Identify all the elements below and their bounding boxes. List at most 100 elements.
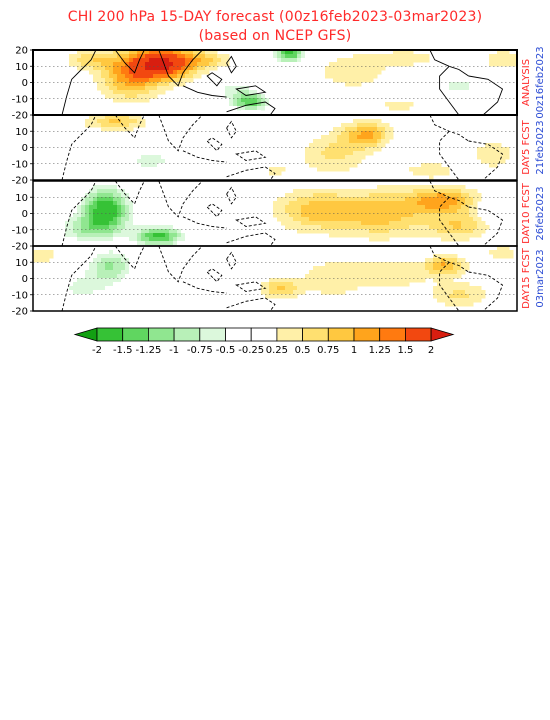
field-cell [441,201,446,206]
field-cell [105,119,110,124]
field-cell [193,50,198,55]
field-cell [309,159,314,164]
coastline [468,206,504,246]
field-cell [117,74,122,79]
field-cell [321,213,326,218]
field-cell [177,225,182,230]
field-cell [137,119,142,124]
field-cell [341,221,346,226]
field-cell [377,131,382,136]
field-cell [389,62,394,67]
field-cell [389,217,394,222]
field-cell [297,213,302,218]
field-cell [377,225,382,230]
field-cell [449,70,454,75]
field-cell [261,286,266,291]
field-cell [333,270,338,275]
field-cell [173,163,178,168]
field-cell [149,159,154,164]
field-cell [89,278,94,283]
field-cell [481,225,486,230]
field-cell [145,78,150,83]
field-cell [337,167,342,172]
field-cell [133,151,138,156]
field-cell [109,86,114,91]
field-cell [361,66,366,71]
coastline [114,50,145,74]
field-cell [365,270,370,275]
coastline [226,55,237,74]
field-cell [357,189,362,194]
field-cell [465,213,470,218]
field-cell [113,286,118,291]
field-cell [117,78,122,83]
field-cell [349,155,354,160]
field-cell [341,266,346,271]
field-cell [501,254,506,259]
field-cell [401,106,406,111]
field-cell [481,294,486,299]
field-cell [413,233,418,238]
field-cell [213,86,218,91]
field-cell [157,90,162,95]
field-cell [321,155,326,160]
field-cell [101,189,106,194]
field-cell [53,233,58,238]
field-cell [109,229,114,234]
field-cell [325,229,330,234]
field-cell [117,54,122,59]
field-cell [493,143,498,148]
field-cell [97,217,102,222]
field-cell [421,185,426,190]
field-cell [373,131,378,136]
field-cell [337,217,342,222]
field-cell [217,82,222,87]
field-cell [193,58,198,63]
field-cell [193,54,198,59]
field-cell [73,58,78,63]
field-cell [137,159,142,164]
field-cell [397,217,402,222]
field-cell [449,254,454,259]
field-cell [417,270,422,275]
field-cell [345,62,350,67]
field-cell [421,197,426,202]
field-cell [365,274,370,279]
field-cell [69,221,74,226]
field-cell [457,225,462,230]
field-cell [201,62,206,67]
field-cell [365,119,370,124]
field-cell [353,74,358,79]
field-cell [97,294,102,299]
field-cell [357,127,362,132]
field-cell [277,197,282,202]
field-cell [409,193,414,198]
field-cell [161,86,166,91]
field-cell [445,266,450,271]
field-cell [401,229,406,234]
field-cell [209,62,214,67]
field-cell [253,98,258,103]
field-cell [273,54,278,59]
field-cell [429,163,434,168]
field-cell [433,82,438,87]
field-cell [105,217,110,222]
field-cell [341,217,346,222]
field-cell [65,217,70,222]
field-cell [169,225,174,230]
field-cell [341,155,346,160]
field-cell [449,201,454,206]
field-cell [465,221,470,226]
field-cell [305,229,310,234]
field-cell [369,201,374,206]
field-cell [357,74,362,79]
field-cell [81,221,86,226]
field-cell [337,213,342,218]
field-cell [185,163,190,168]
field-cell [125,82,130,87]
field-cell [505,147,510,152]
field-cell [157,155,162,160]
field-cell [181,50,186,55]
field-cell [281,197,286,202]
